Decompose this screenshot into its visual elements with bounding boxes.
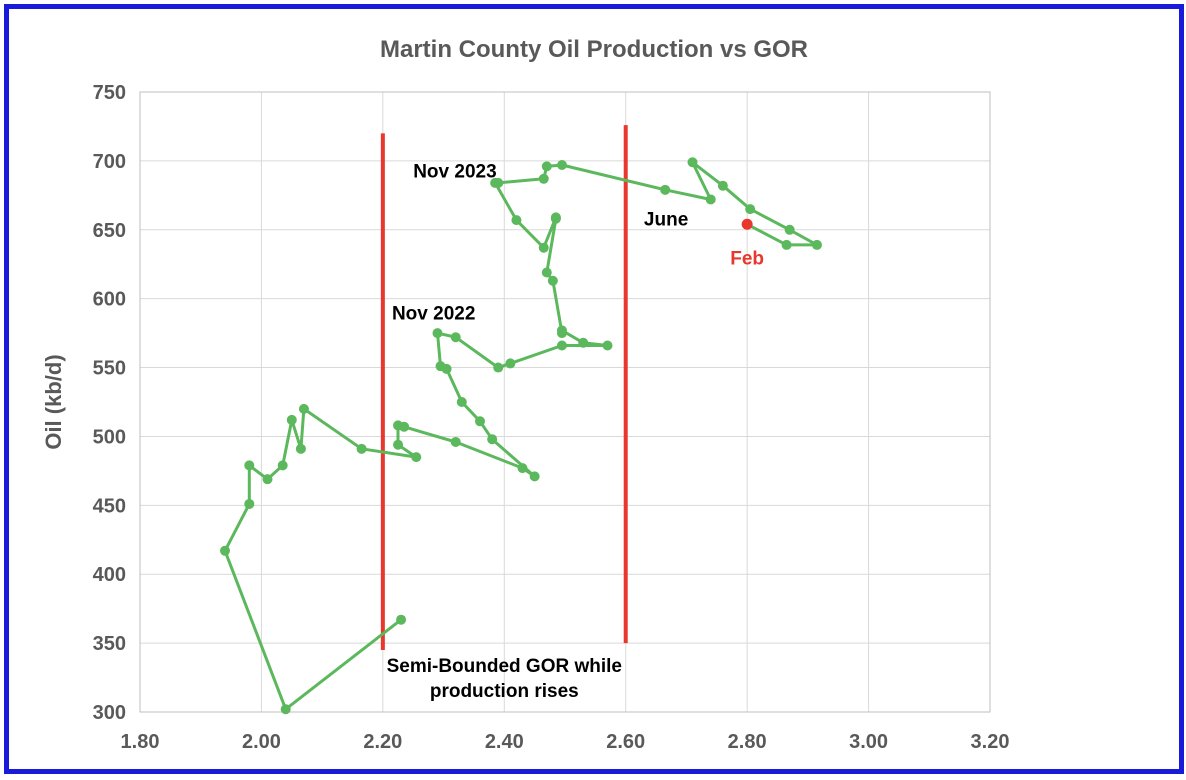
data-point (781, 239, 792, 250)
y-tick-label: 350 (93, 633, 126, 655)
data-point (784, 224, 795, 235)
data-point (745, 204, 756, 215)
data-point (432, 328, 443, 339)
data-point (538, 173, 549, 184)
data-point (511, 215, 522, 226)
data-point (687, 157, 698, 168)
data-point (493, 177, 504, 188)
x-tick-label: 2.20 (363, 731, 402, 753)
data-point (220, 545, 230, 556)
x-tick-label: 1.80 (121, 731, 160, 753)
data-point (393, 439, 404, 450)
y-tick-label: 500 (93, 426, 126, 448)
y-tick-label: 300 (93, 702, 126, 724)
data-point (277, 460, 288, 471)
plot-area-border (139, 91, 991, 713)
annotation-label: production rises (430, 681, 579, 702)
data-point (660, 184, 671, 195)
data-point (295, 443, 306, 454)
data-point (541, 161, 552, 172)
data-point (602, 340, 613, 351)
data-point (487, 434, 498, 445)
y-tick-label: 700 (93, 151, 126, 173)
data-point (541, 267, 552, 278)
x-tick-label: 2.80 (728, 731, 767, 753)
data-point (717, 180, 728, 191)
data-point (556, 160, 567, 171)
feb-label: Feb (730, 248, 764, 269)
data-point (538, 242, 549, 253)
x-tick-label: 2.60 (606, 731, 645, 753)
data-point (556, 328, 567, 339)
data-point (529, 471, 540, 482)
x-tick-label: 3.20 (971, 731, 1010, 753)
annotation-label: Nov 2023 (413, 161, 496, 182)
oil-vs-gor-chart: Martin County Oil Production vs GOR 1.80… (41, 36, 1010, 753)
data-point (547, 275, 558, 286)
gor-bound-lines (380, 125, 628, 650)
data-point (811, 239, 822, 250)
y-tick-label: 400 (93, 564, 126, 586)
data-point (280, 704, 291, 715)
chart-title: Martin County Oil Production vs GOR (380, 36, 808, 63)
data-point (450, 332, 461, 343)
data-point (411, 452, 422, 463)
data-series (220, 157, 822, 715)
data-point (493, 362, 504, 373)
data-point (550, 212, 561, 223)
chart-frame: Martin County Oil Production vs GOR 1.80… (4, 4, 1184, 774)
data-point (396, 614, 407, 625)
data-point (517, 463, 528, 474)
data-point (286, 414, 297, 425)
series-line (223, 160, 819, 711)
data-point (298, 403, 309, 414)
y-tick-label: 750 (93, 82, 126, 104)
data-point (450, 436, 461, 447)
data-point (262, 474, 273, 485)
chart-annotations: Nov 2023 Nov 2022 June Semi-Bounded GOR whi… (387, 161, 689, 701)
x-tick-label: 2.40 (485, 731, 524, 753)
y-tick-label: 550 (93, 358, 126, 380)
data-point (244, 460, 255, 471)
data-point (475, 416, 485, 427)
annotation-label: Semi-Bounded GOR while (387, 656, 622, 677)
data-point (399, 421, 410, 432)
data-point (705, 194, 716, 205)
data-point (505, 358, 516, 369)
grid-lines (140, 92, 990, 712)
y-tick-label: 450 (93, 495, 126, 517)
y-axis-label: Oil (kb/d) (41, 354, 66, 449)
x-tick-label: 3.00 (849, 731, 888, 753)
x-tick-label: 2.00 (242, 731, 281, 753)
y-tick-label: 600 (93, 289, 126, 311)
data-point (556, 340, 567, 351)
annotation-label: June (644, 210, 688, 231)
y-axis-ticks: 300 350 400 450 500 550 600 650 700 750 (93, 82, 126, 724)
feb-point (741, 218, 753, 230)
y-tick-label: 650 (93, 220, 126, 242)
x-axis-ticks: 1.80 2.00 2.20 2.40 2.60 2.80 3.00 3.20 (121, 731, 1010, 753)
data-point (435, 361, 446, 372)
data-point (578, 337, 589, 348)
annotation-label: Nov 2022 (392, 303, 475, 324)
highlight-points: Feb (730, 218, 764, 269)
data-point (356, 443, 367, 454)
data-point (244, 498, 255, 509)
data-point (456, 397, 467, 407)
